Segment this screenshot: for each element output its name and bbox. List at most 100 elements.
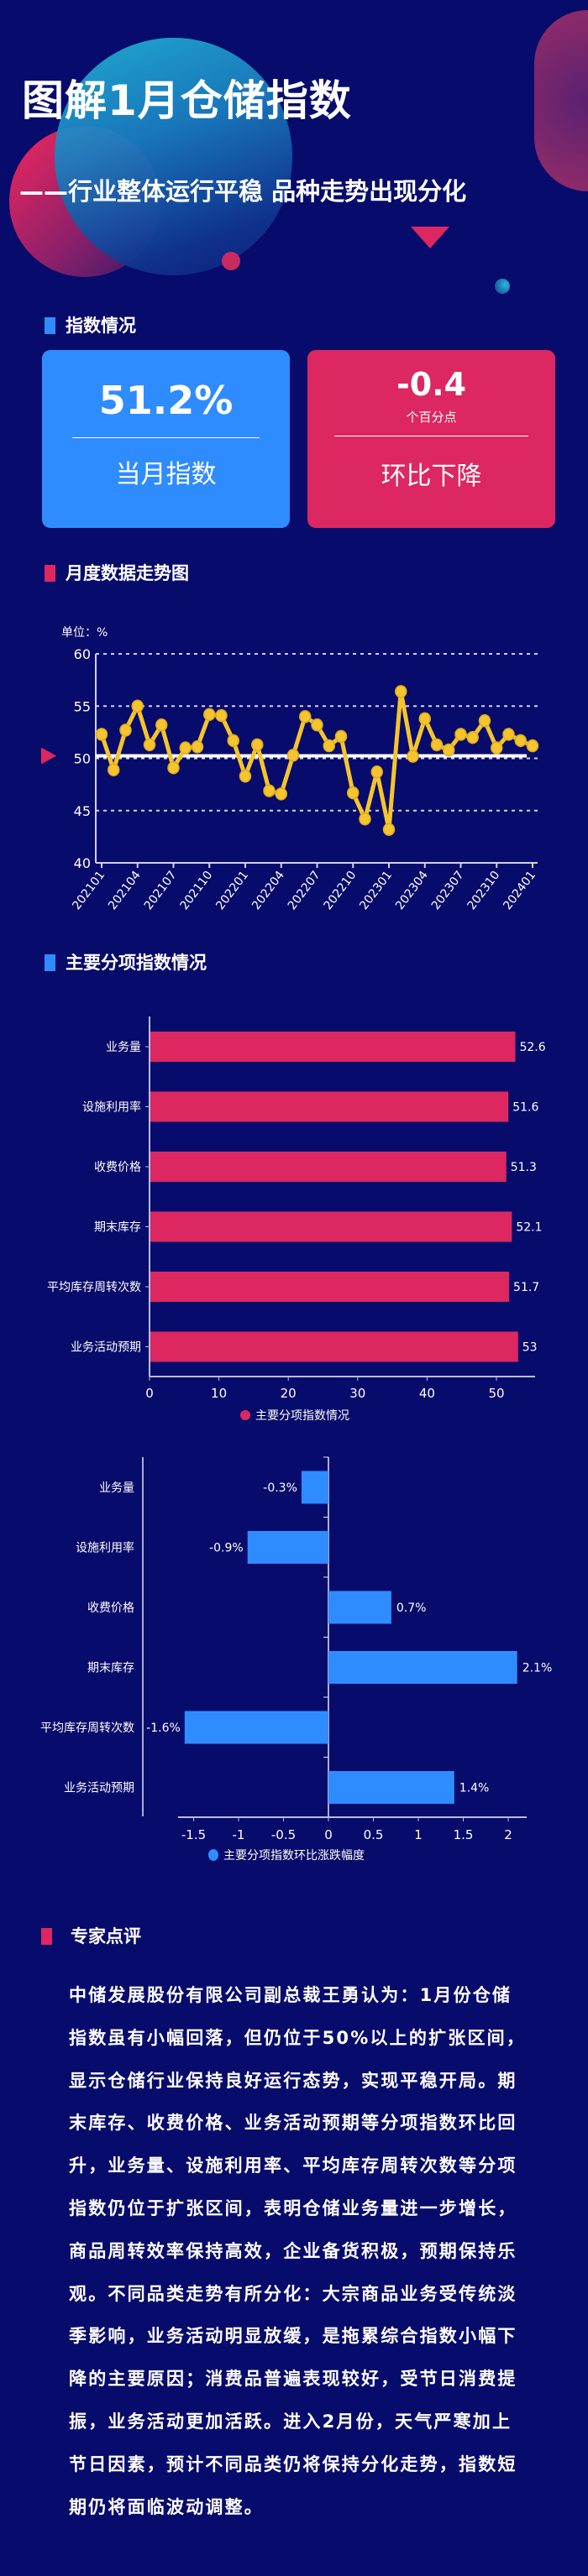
data-point	[526, 739, 539, 753]
divider	[72, 437, 260, 438]
data-point	[155, 718, 168, 732]
data-point	[347, 786, 360, 800]
category-label: 期末库存	[94, 1221, 141, 1235]
data-point	[323, 739, 335, 753]
section-marker	[41, 1928, 52, 1945]
data-point	[108, 763, 120, 776]
section-title-text: 专家点评	[71, 1926, 141, 1946]
decor-circle-right	[534, 10, 588, 191]
decor-triangle	[411, 227, 449, 248]
series-line	[99, 689, 534, 832]
legend-marker	[208, 1849, 218, 1861]
data-point	[370, 765, 383, 779]
data-label: 51.6	[512, 1101, 538, 1115]
decor-circle-teal	[55, 38, 292, 275]
legend-label: 主要分项指数环比涨跌幅度	[223, 1849, 365, 1863]
data-label: -0.3%	[263, 1481, 297, 1495]
data-point	[443, 743, 455, 757]
bar	[328, 1591, 391, 1624]
comment-line: 末库存、收费价格、业务活动预期等分项指数环比回	[69, 2113, 517, 2134]
sub-index-bar-chart: 0 10 20 30 40 50 业务量 52.6 设施利用率 51.6 收费价格 51.3 期末库存 5…	[47, 1016, 546, 1423]
bar	[247, 1531, 328, 1564]
y-tick-label: 45	[74, 803, 91, 819]
comment-line: 商品周转效率保持高效，企业备货积极，预期保持乐	[69, 2240, 517, 2261]
comment-line: 振，业务活动更加活跃。进入2月份，天气严寒加上	[69, 2411, 512, 2432]
data-label: 51.3	[511, 1161, 537, 1174]
section-title-trend: 月度数据走势图	[45, 562, 189, 584]
x-tick-label: 202201	[213, 869, 251, 912]
x-tick-label: 0	[145, 1386, 154, 1401]
current-index-value: 51.2%	[98, 378, 234, 423]
category-label: 设施利用率	[82, 1100, 141, 1115]
category-label: 业务活动预期	[71, 1341, 141, 1355]
data-point	[143, 738, 156, 752]
x-tick-label: 1	[414, 1827, 423, 1842]
x-tick-label: 0.5	[364, 1827, 384, 1842]
change-label: 环比下降	[381, 462, 482, 491]
data-label: 52.1	[516, 1221, 542, 1235]
category-label: 收费价格	[87, 1602, 134, 1615]
data-point	[491, 741, 503, 755]
x-tick-label: -1	[233, 1827, 245, 1842]
legend-label: 主要分项指数情况	[255, 1409, 349, 1423]
comment-line: 观。不同品类走势有所分化：大宗商品业务受传统淡	[69, 2283, 517, 2304]
bar	[328, 1651, 517, 1684]
data-point	[286, 749, 300, 762]
data-point	[299, 709, 312, 724]
x-tick-label: 202104	[106, 869, 144, 912]
change-unit: 个百分点	[406, 410, 457, 425]
category-label: 平均库存周转次数	[40, 1722, 134, 1735]
x-tick-label: 10	[211, 1386, 227, 1401]
data-point	[514, 734, 527, 748]
x-tick-label: 20	[281, 1386, 297, 1401]
x-tick-label: 202204	[249, 869, 287, 912]
x-tick-label: 202101	[70, 869, 108, 912]
category-label: 业务活动预期	[64, 1782, 134, 1795]
comment-line: 升，业务量、设施利用率、平均库存周转次数等分项	[69, 2155, 517, 2176]
current-index-card: 51.2% 当月指数	[42, 350, 290, 528]
data-point	[454, 728, 467, 741]
data-point	[407, 750, 419, 763]
current-index-label: 当月指数	[115, 460, 217, 489]
comment-line: 节日因素，预计不同品类仍将保持分化走势，指数短	[69, 2453, 517, 2474]
change-card: -0.4 个百分点 环比下降	[307, 350, 555, 528]
legend-marker	[240, 1410, 250, 1420]
data-point	[215, 708, 228, 723]
decor-dot-teal	[495, 279, 510, 294]
data-point	[95, 728, 108, 741]
section-title-text: 月度数据走势图	[66, 563, 189, 583]
section-marker	[45, 954, 55, 971]
x-tick-label: 202301	[357, 869, 395, 912]
data-label: -0.9%	[209, 1542, 244, 1555]
data-point	[179, 741, 192, 755]
data-point	[203, 708, 216, 721]
comment-line: 指数仍位于扩张区间，表明仓储业务量进一步增长，	[69, 2197, 517, 2218]
data-label: 0.7%	[396, 1602, 427, 1615]
x-tick-label: -1.5	[181, 1827, 206, 1842]
x-tick-label: 0	[324, 1827, 333, 1842]
data-point	[334, 729, 348, 744]
page-subtitle: ——行业整体运行平稳 品种走势出现分化	[19, 177, 467, 206]
x-tick-label: 202401	[501, 869, 538, 912]
decor-dot-red	[222, 252, 240, 270]
comment-line: 降的主要原因；消费品普遍表现较好，受节日消费提	[69, 2369, 517, 2390]
sub-index-change-bar-chart: -1.5 -1 -0.5 0 0.5 1 1.5 2 业务量 -0.3% 设施利用率 -0.9% 收费价…	[40, 1456, 552, 1863]
x-tick-label: 40	[419, 1386, 435, 1401]
x-tick-label: 202207	[286, 869, 323, 912]
x-tick-label: -0.5	[271, 1827, 296, 1842]
bar	[184, 1711, 328, 1744]
x-tick-label: 202210	[321, 869, 359, 912]
x-tick-label: 50	[488, 1386, 504, 1401]
bar	[150, 1032, 516, 1062]
data-point	[418, 712, 431, 725]
bar	[150, 1211, 512, 1242]
x-tick-label: 202307	[429, 869, 467, 912]
data-point	[251, 738, 264, 752]
data-point	[502, 728, 515, 741]
comment-line: 季影响，业务活动明显放缓，是拖累综合指数小幅下	[69, 2326, 517, 2347]
y-tick-label: 60	[74, 646, 91, 662]
x-tick-label: 202107	[142, 869, 180, 912]
y-tick-label: 50	[74, 751, 91, 767]
bar	[328, 1771, 454, 1804]
x-tick-label: 30	[349, 1386, 365, 1401]
